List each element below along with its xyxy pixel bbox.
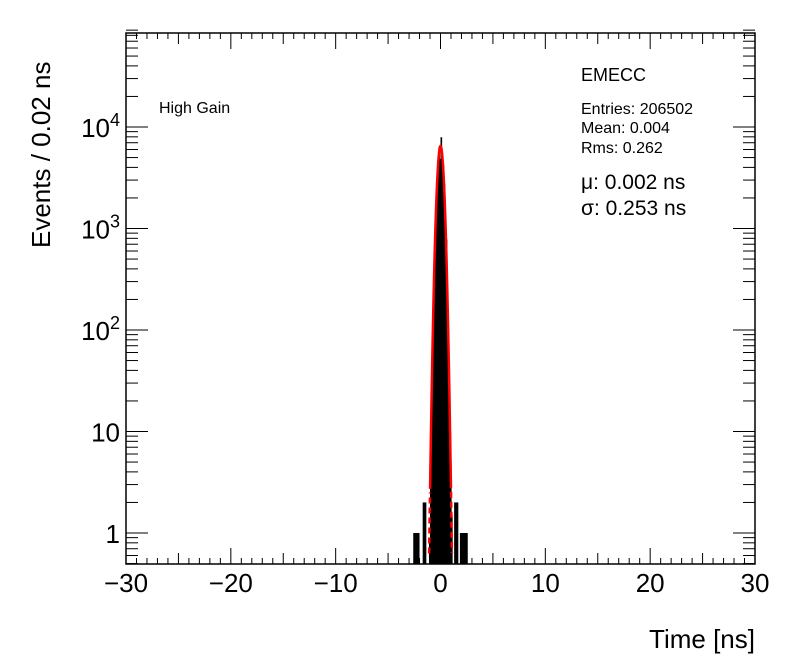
histogram <box>413 137 468 565</box>
histogram-bin <box>431 396 433 564</box>
x-tick-label: −30 <box>104 568 148 598</box>
stats-rms: Rms: 0.262 <box>581 140 663 157</box>
x-tick-label: −20 <box>209 568 253 598</box>
histogram-bin <box>454 502 459 564</box>
histogram-bin <box>441 161 444 564</box>
x-tick-label: 0 <box>433 568 447 598</box>
histogram-bin <box>444 225 447 564</box>
histogram-bin <box>440 137 443 564</box>
stats-mean: Mean: 0.004 <box>581 120 670 137</box>
x-tick-label: 20 <box>636 568 665 598</box>
x-tick-label: 10 <box>531 568 560 598</box>
histogram-bin <box>422 502 427 564</box>
histogram-bin <box>434 263 436 564</box>
histogram-bin <box>413 533 420 564</box>
y-tick-label: 103 <box>81 212 120 245</box>
x-axis-label: Time [ns] <box>649 624 755 654</box>
histogram-bin <box>433 283 435 564</box>
histogram-bin <box>459 533 468 564</box>
fit-sigma-label: σ: 0.253 ns <box>581 197 686 220</box>
stats-entries: Entries: 206502 <box>581 101 693 118</box>
histogram-bin <box>446 301 449 564</box>
y-tick-label: 102 <box>81 313 120 346</box>
x-tick-label: 30 <box>741 568 770 598</box>
histogram-bin <box>432 346 434 564</box>
y-tick-label: 10 <box>91 418 120 448</box>
y-ticks: 1 10 102 103 104 <box>81 29 755 565</box>
histogram-bin <box>447 333 450 564</box>
histogram-bin <box>443 183 446 564</box>
histogram-bin <box>445 239 448 565</box>
stats-name: EMECC <box>581 65 646 85</box>
histogram-bin <box>438 147 441 565</box>
fit-curve <box>428 144 453 489</box>
histogram-bin <box>435 208 437 564</box>
histogram-bin <box>442 165 445 564</box>
histogram-bin <box>437 169 440 564</box>
histogram-bin <box>436 192 438 565</box>
histogram-bin <box>439 159 442 564</box>
x-tick-label: −10 <box>314 568 358 598</box>
y-axis-label: Events / 0.02 ns <box>26 62 56 248</box>
gain-label: High Gain <box>159 100 230 117</box>
x-ticks: −30 −20 −10 0 10 20 30 <box>104 33 770 598</box>
fit-mu-label: μ: 0.002 ns <box>581 171 685 194</box>
histogram-bin <box>450 515 453 564</box>
y-tick-label: 1 <box>106 519 120 549</box>
fit-curve-dashed-tails <box>427 491 454 554</box>
y-tick-label: 104 <box>81 110 120 143</box>
